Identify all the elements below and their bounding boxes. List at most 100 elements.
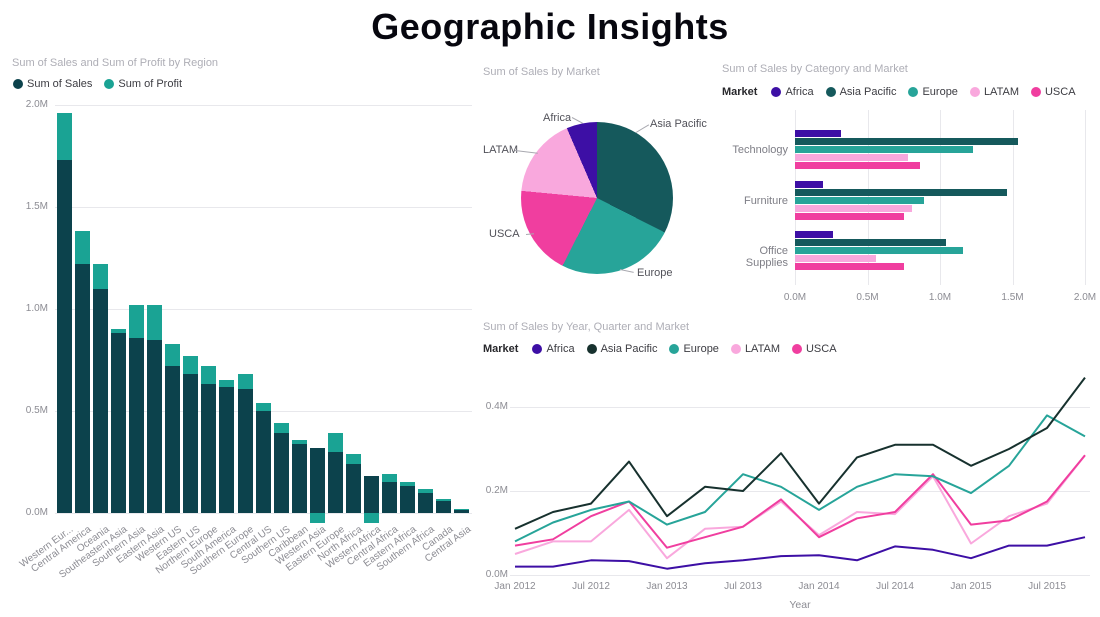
category-bar[interactable] <box>795 239 946 246</box>
profit-bar[interactable] <box>363 513 379 524</box>
sales-bar[interactable] <box>93 288 109 513</box>
profit-bar[interactable] <box>309 513 325 524</box>
gridline <box>1085 110 1086 285</box>
category-bar[interactable] <box>795 154 909 161</box>
sales-bar[interactable] <box>219 386 235 513</box>
legend-item-label: Africa <box>546 343 575 355</box>
legend-item[interactable]: Sum of Sales <box>13 78 92 90</box>
sales-bar[interactable] <box>165 366 181 513</box>
legend-item[interactable]: USCA <box>1030 86 1076 98</box>
legend-dot <box>771 87 782 97</box>
legend-item[interactable]: Europe <box>908 86 958 98</box>
pie-label-connector <box>514 150 538 154</box>
sales-bar[interactable] <box>309 447 325 513</box>
plot-area <box>55 105 472 524</box>
profit-bar[interactable] <box>147 304 163 340</box>
sales-bar[interactable] <box>75 264 91 513</box>
sales-bar[interactable] <box>345 464 361 513</box>
line-series[interactable] <box>514 454 1086 549</box>
sales-bar[interactable] <box>363 476 379 513</box>
line-series[interactable] <box>514 376 1086 530</box>
x-tick-label: 1.5M <box>1001 292 1024 303</box>
profit-bar[interactable] <box>111 329 127 334</box>
pie-label: USCA <box>489 228 520 240</box>
legend-item-label: Europe <box>683 343 719 355</box>
line-series[interactable] <box>514 454 1086 560</box>
sales-bar[interactable] <box>273 433 289 513</box>
sales-bar[interactable] <box>201 384 217 513</box>
legend-item[interactable]: USCA <box>791 343 837 355</box>
category-bar[interactable] <box>795 146 974 153</box>
chart-title: Sum of Sales by Category and Market <box>722 63 908 75</box>
sales-bar[interactable] <box>399 486 415 513</box>
profit-bar[interactable] <box>165 343 181 367</box>
category-bar[interactable] <box>795 162 920 169</box>
category-bar[interactable] <box>795 181 823 188</box>
sales-bar[interactable] <box>291 443 307 513</box>
market-pie-chart: Sum of Sales by Market Asia Pacific Europ… <box>480 60 712 312</box>
profit-bar[interactable] <box>327 433 343 452</box>
profit-bar[interactable] <box>381 474 397 483</box>
profit-bar[interactable] <box>454 508 470 510</box>
sales-bar[interactable] <box>129 337 145 513</box>
legend-item[interactable]: Europe <box>669 343 719 355</box>
profit-bar[interactable] <box>75 231 91 265</box>
legend-dot <box>104 79 115 89</box>
category-bar[interactable] <box>795 205 913 212</box>
gridline <box>55 207 472 208</box>
sales-bar[interactable] <box>57 160 72 513</box>
profit-bar[interactable] <box>201 366 217 385</box>
sales-bar[interactable] <box>147 339 163 513</box>
gridline <box>510 407 1090 408</box>
sales-bar[interactable] <box>327 451 343 513</box>
profit-bar[interactable] <box>273 423 289 434</box>
profit-bar[interactable] <box>237 374 253 389</box>
category-bar[interactable] <box>795 197 925 204</box>
profit-bar[interactable] <box>436 498 452 501</box>
legend-item[interactable]: Sum of Profit <box>104 78 182 90</box>
sales-bar[interactable] <box>454 509 470 513</box>
sales-bar[interactable] <box>418 492 433 513</box>
profit-bar[interactable] <box>399 482 415 487</box>
category-bar[interactable] <box>795 231 833 238</box>
legend-item[interactable]: Africa <box>532 343 575 355</box>
y-tick-label: 0.0M <box>485 569 508 580</box>
category-bar[interactable] <box>795 247 964 254</box>
line-series[interactable] <box>515 536 1086 570</box>
legend-item[interactable]: Africa <box>771 86 814 98</box>
market-pie[interactable] <box>521 122 673 274</box>
category-bar[interactable] <box>795 263 904 270</box>
legend-item[interactable]: Asia Pacific <box>586 343 657 355</box>
category-bar[interactable] <box>795 189 1007 196</box>
legend-item[interactable]: LATAM <box>969 86 1019 98</box>
profit-bar[interactable] <box>93 264 109 289</box>
pie-label: Africa <box>543 112 572 124</box>
profit-bar[interactable] <box>255 402 271 411</box>
profit-bar[interactable] <box>183 355 199 375</box>
sales-bar[interactable] <box>111 333 127 513</box>
category-bar[interactable] <box>795 255 877 262</box>
x-tick-label: Jul 2015 <box>1028 581 1066 592</box>
y-tick-label: 0.2M <box>485 485 508 496</box>
line-series[interactable] <box>514 414 1086 543</box>
category-bar[interactable] <box>795 130 842 137</box>
legend-item[interactable]: LATAM <box>730 343 780 355</box>
sales-bar[interactable] <box>255 411 271 513</box>
y-tick-label: 0.4M <box>485 401 508 412</box>
category-bar[interactable] <box>795 138 1019 145</box>
profit-bar[interactable] <box>291 439 307 444</box>
sales-bar[interactable] <box>183 374 199 513</box>
profit-bar[interactable] <box>57 113 72 161</box>
category-bar[interactable] <box>795 213 904 220</box>
sales-bar[interactable] <box>237 388 253 513</box>
profit-bar[interactable] <box>219 380 235 387</box>
legend-item[interactable]: Asia Pacific <box>825 86 896 98</box>
x-tick-label: Jan 2015 <box>950 581 992 592</box>
legend-item-label: Africa <box>785 86 814 98</box>
sales-bar[interactable] <box>381 482 397 513</box>
profit-bar[interactable] <box>345 453 361 465</box>
profit-bar[interactable] <box>418 488 433 493</box>
x-tick-label: Jan 2014 <box>798 581 840 592</box>
sales-bar[interactable] <box>436 500 452 513</box>
profit-bar[interactable] <box>129 304 145 338</box>
